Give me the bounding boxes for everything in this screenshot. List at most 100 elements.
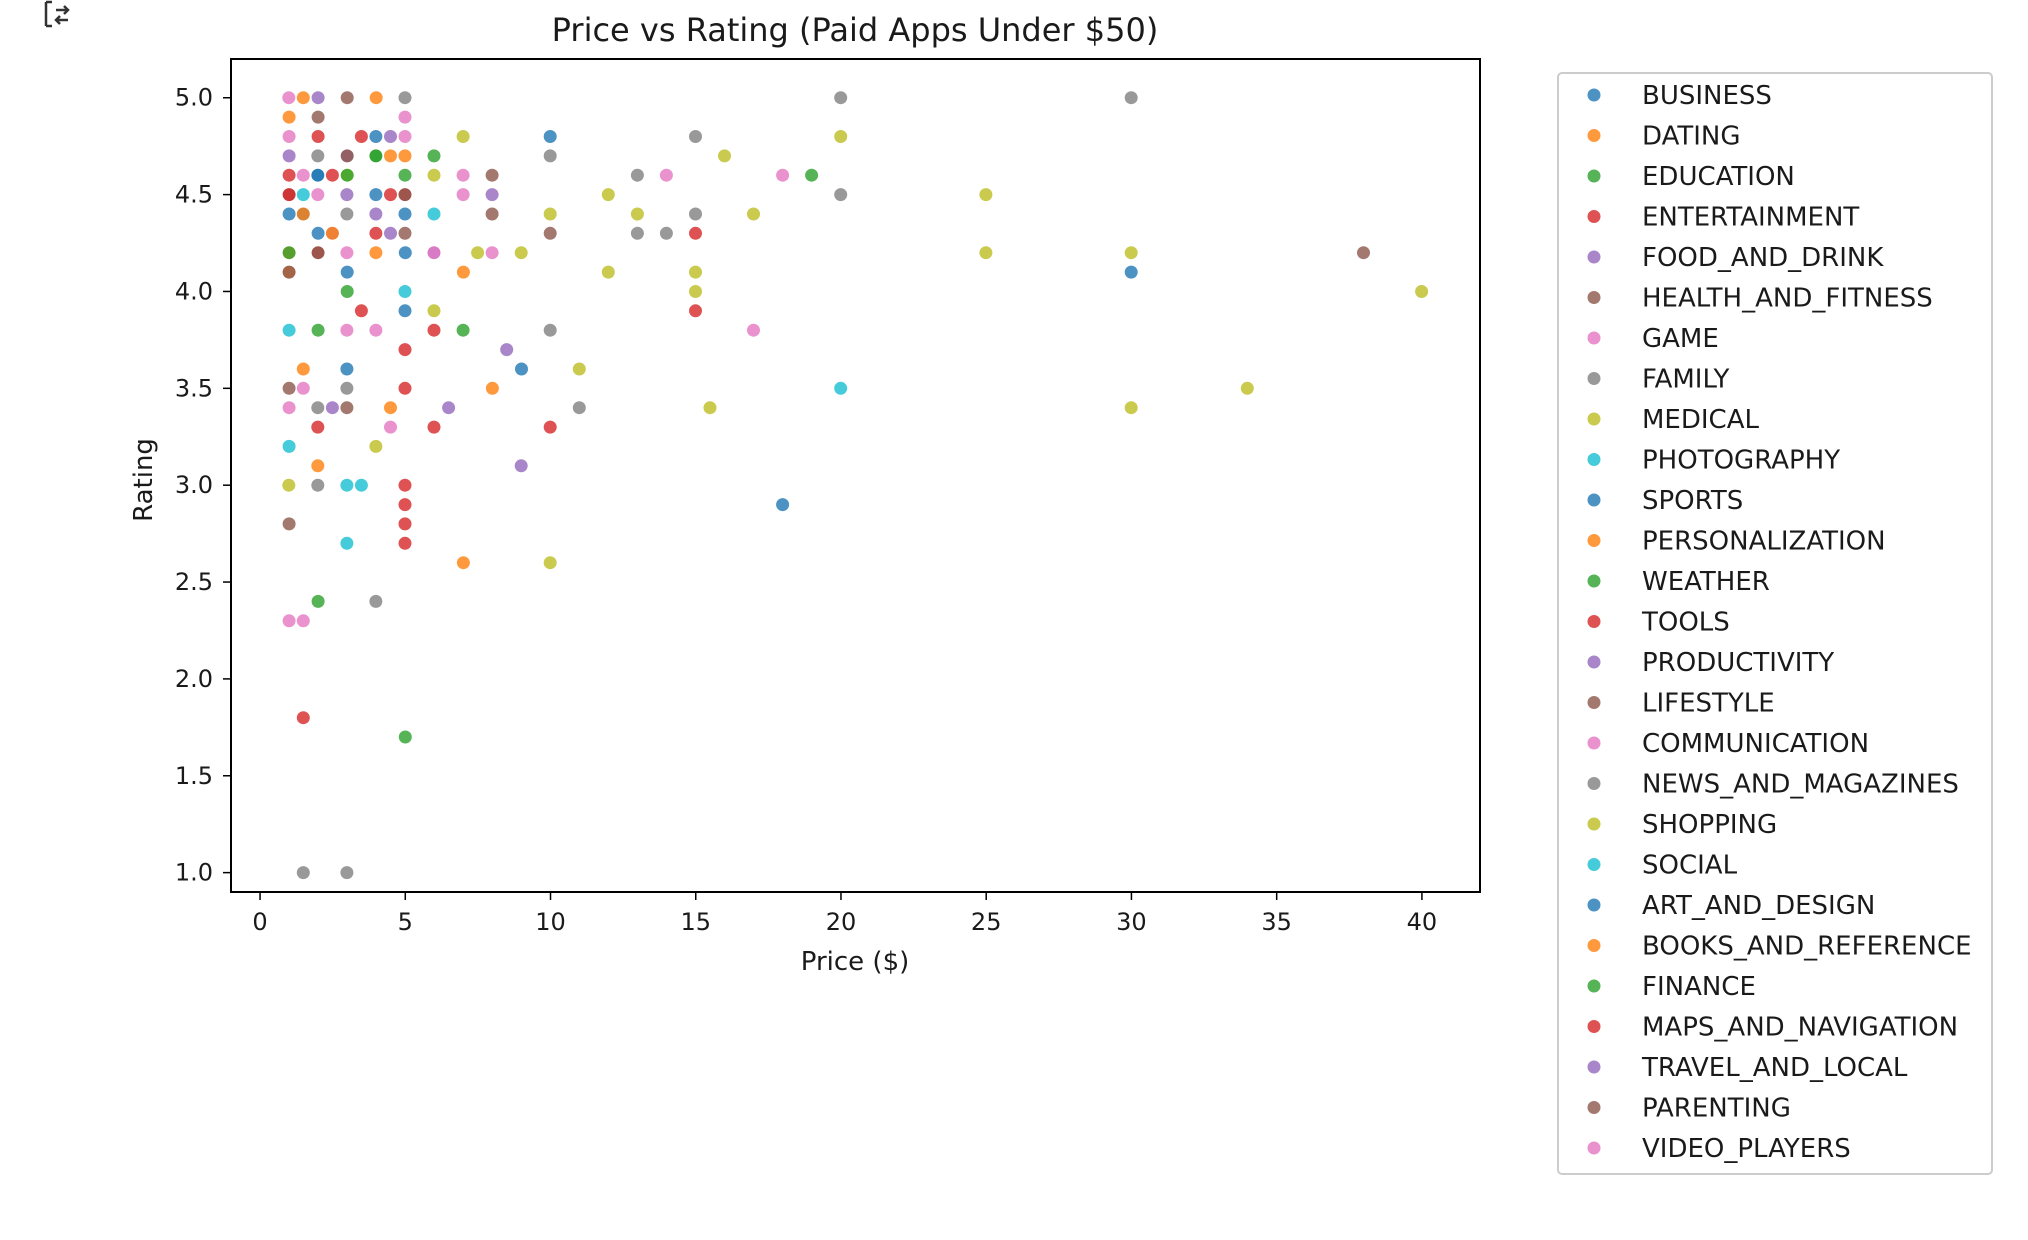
legend-label-family: FAMILY [1642, 365, 1729, 395]
x-tick-label: 20 [826, 908, 857, 936]
point-medical-5 [717, 148, 732, 164]
y-tick-label: 2.0 [175, 665, 213, 693]
point-photography-5 [353, 477, 369, 493]
point-news-and-magazines-2 [368, 593, 384, 609]
legend-marker-family [1586, 371, 1602, 386]
point-dating-0 [281, 109, 297, 125]
point-medical-4 [600, 187, 616, 203]
y-tick-label: 1.0 [175, 859, 213, 887]
point-family-0 [310, 148, 326, 164]
point-family-4 [629, 167, 645, 183]
point-news-and-magazines-6 [658, 225, 674, 241]
point-shopping-1 [426, 303, 442, 319]
point-video-players-3 [397, 109, 413, 125]
legend-label-books-and-reference: BOOKS_AND_REFERENCE [1642, 932, 1972, 962]
expand-output-icon[interactable] [42, 0, 82, 30]
legend-marker-finance [1586, 978, 1602, 994]
point-tools-0 [295, 710, 311, 726]
legend-label-game: GAME [1642, 324, 1719, 354]
legend-marker-lifestyle [1586, 695, 1602, 710]
point-productivity-3 [441, 400, 457, 416]
point-medical-2 [455, 129, 471, 144]
point-medical-1 [426, 167, 442, 183]
x-axis: 0 5 10 15 20 25 30 35 40 [252, 892, 1437, 936]
point-photography-4 [339, 535, 355, 551]
point-medical-8 [1123, 245, 1139, 261]
point-health-and-fitness-4 [484, 167, 500, 183]
point-communication-3 [383, 419, 398, 435]
legend-label-art-and-design: ART_AND_DESIGN [1642, 891, 1875, 921]
point-medical-10 [1239, 380, 1255, 396]
point-art-and-design-1 [310, 167, 326, 183]
point-tools-7 [426, 322, 442, 338]
point-health-and-fitness-2 [339, 90, 355, 106]
point-business-2 [368, 187, 384, 203]
legend-label-productivity: PRODUCTIVITY [1642, 648, 1834, 678]
point-personalization-3 [295, 361, 311, 377]
point-lifestyle-1 [281, 516, 297, 532]
legend-label-entertainment: ENTERTAINMENT [1642, 203, 1859, 233]
y-tick-label: 3.5 [175, 374, 213, 402]
point-game-7 [775, 167, 791, 183]
point-social-0 [281, 322, 297, 338]
point-photography-2 [426, 206, 442, 222]
point-news-and-magazines-3 [542, 322, 558, 338]
x-tick-label: 30 [1116, 908, 1147, 936]
point-finance-1 [339, 167, 355, 183]
point-communication-0 [281, 400, 297, 416]
point-tools-4 [397, 535, 413, 551]
point-business-5 [514, 361, 529, 377]
point-medical-7 [978, 187, 994, 203]
legend-marker-game [1586, 330, 1602, 346]
point-health-and-fitness-3 [397, 225, 413, 241]
legend-marker-travel-and-local [1586, 1059, 1602, 1075]
point-game-1 [295, 167, 311, 183]
point-news-and-magazines-4 [571, 400, 587, 416]
legend-label-shopping: SHOPPING [1642, 810, 1777, 840]
point-game-4 [455, 187, 471, 203]
point-parenting-3 [397, 187, 413, 203]
point-medical-14 [368, 438, 384, 454]
point-news-and-magazines-5 [629, 225, 645, 241]
point-tools-3 [397, 516, 413, 532]
point-game-0 [281, 90, 297, 106]
legend-label-photography: PHOTOGRAPHY [1642, 446, 1840, 476]
legend-marker-weather [1586, 573, 1602, 589]
point-medical-13 [542, 555, 558, 571]
point-art-and-design-3 [542, 129, 558, 144]
point-video-players-2 [339, 322, 355, 338]
point-dating-1 [368, 90, 384, 106]
chart-title: Price vs Rating (Paid Apps Under $50) [552, 11, 1159, 49]
point-social-1 [339, 477, 355, 493]
point-weather-0 [310, 322, 326, 338]
legend-label-maps-and-navigation: MAPS_AND_NAVIGATION [1642, 1013, 1958, 1043]
point-parenting-1 [310, 245, 326, 261]
point-news-and-magazines-8 [310, 477, 326, 493]
point-family-5 [688, 129, 703, 144]
legend-label-medical: MEDICAL [1642, 405, 1759, 435]
legend-label-video-players: VIDEO_PLAYERS [1642, 1134, 1851, 1164]
point-books-and-reference-1 [324, 225, 340, 241]
x-tick-label: 0 [252, 908, 267, 936]
point-health-and-fitness-5 [1356, 245, 1371, 261]
legend-marker-food-and-drink [1586, 249, 1602, 265]
y-tick-label: 1.5 [175, 762, 213, 790]
point-travel-and-local-1 [339, 187, 355, 203]
point-business-3 [397, 245, 413, 261]
point-art-and-design-2 [368, 129, 384, 144]
point-tools-6 [397, 380, 413, 396]
plot-area [230, 58, 1481, 893]
point-shopping-10 [978, 245, 994, 261]
point-tools-8 [688, 303, 703, 319]
point-art-and-design-4 [397, 206, 413, 222]
legend-marker-sports [1586, 492, 1602, 508]
point-productivity-4 [324, 400, 340, 416]
point-communication-2 [368, 322, 384, 338]
point-lifestyle-0 [281, 380, 297, 396]
point-shopping-9 [746, 206, 761, 222]
point-parenting-0 [281, 264, 297, 280]
point-personalization-2 [310, 458, 326, 474]
legend [1557, 72, 1993, 1175]
point-photography-3 [833, 380, 849, 396]
